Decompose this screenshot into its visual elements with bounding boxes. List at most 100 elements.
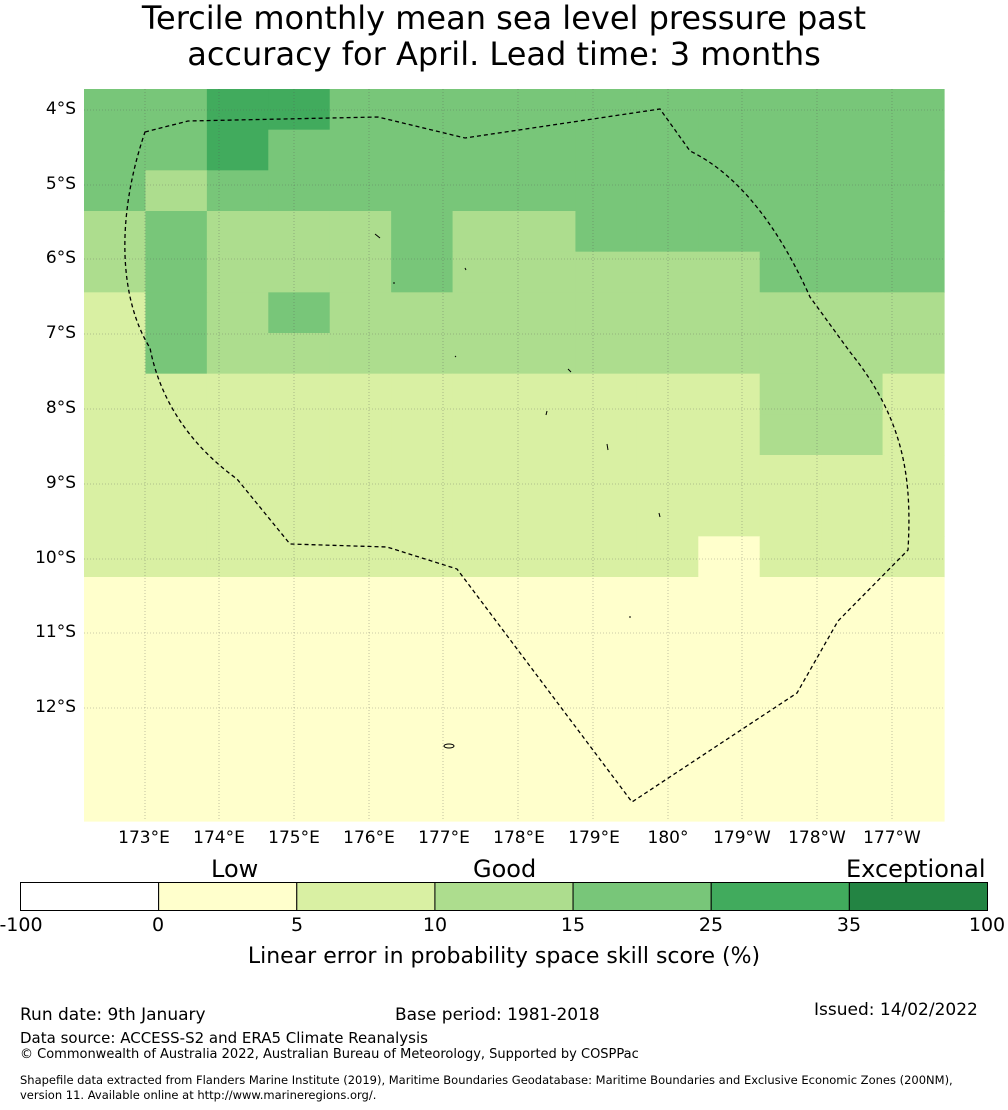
grid-cell xyxy=(452,739,515,781)
grid-cell xyxy=(206,129,269,171)
grid-cell xyxy=(268,251,331,293)
grid-cell xyxy=(145,658,208,700)
grid-cell xyxy=(206,292,269,334)
grid-cell xyxy=(84,739,147,781)
grid-cell xyxy=(268,211,331,253)
grid-cell xyxy=(452,495,515,537)
grid-cell xyxy=(575,292,638,334)
grid-cell xyxy=(514,780,577,822)
grid-cell xyxy=(452,129,515,171)
grid-cell xyxy=(268,577,331,619)
colorbar-tick: 5 xyxy=(290,914,304,936)
grid-cell xyxy=(514,170,577,212)
grid-cell xyxy=(452,577,515,619)
category-exceptional: Exceptional xyxy=(846,855,986,883)
lat-tick-label: 8°S xyxy=(45,398,76,418)
lat-tick-label: 5°S xyxy=(45,174,76,194)
grid-cell xyxy=(329,495,392,537)
grid-cell xyxy=(452,536,515,578)
grid-cell xyxy=(206,617,269,659)
grid-cell xyxy=(759,170,822,212)
grid-cell xyxy=(698,89,761,131)
grid-cell xyxy=(145,780,208,822)
grid-cell xyxy=(329,414,392,456)
grid-cell xyxy=(821,577,884,619)
colorbar-tick: 35 xyxy=(836,914,862,936)
grid-cell xyxy=(514,699,577,741)
colorbar-segment xyxy=(296,882,436,911)
grid-cell xyxy=(452,780,515,822)
grid-cell xyxy=(698,780,761,822)
grid-cell xyxy=(329,536,392,578)
grid-cell xyxy=(84,292,147,334)
lon-tick-label: 179°W xyxy=(713,828,771,848)
colorbar-frame xyxy=(20,882,988,911)
grid-cell xyxy=(268,617,331,659)
grid-cell xyxy=(84,89,147,131)
grid-cell xyxy=(698,617,761,659)
grid-cell xyxy=(759,577,822,619)
grid-cell xyxy=(452,658,515,700)
grid-cell xyxy=(882,251,945,293)
colorbar-tick: 25 xyxy=(698,914,724,936)
grid-cell xyxy=(84,211,147,253)
grid-cell xyxy=(329,658,392,700)
grid-cell xyxy=(698,373,761,415)
grid-cell xyxy=(84,170,147,212)
grid-cell xyxy=(821,211,884,253)
grid-cell xyxy=(575,617,638,659)
grid-cell xyxy=(145,89,208,131)
grid-cell xyxy=(575,333,638,375)
lon-tick-label: 175°E xyxy=(268,828,320,848)
grid-cell xyxy=(329,455,392,497)
grid-cell xyxy=(514,129,577,171)
grid-cell xyxy=(84,577,147,619)
grid-cell xyxy=(575,658,638,700)
grid-cell xyxy=(698,658,761,700)
grid-cell xyxy=(206,495,269,537)
grid-cell xyxy=(575,414,638,456)
grid-cell xyxy=(391,170,454,212)
grid-cell xyxy=(698,333,761,375)
lat-tick-label: 7°S xyxy=(45,323,76,343)
grid-cell xyxy=(575,89,638,131)
grid-cell xyxy=(329,780,392,822)
lon-tick-label: 177°W xyxy=(863,828,921,848)
grid-cell xyxy=(84,333,147,375)
grid-cell xyxy=(636,170,699,212)
grid-cell xyxy=(329,577,392,619)
grid-cell xyxy=(821,129,884,171)
grid-cell xyxy=(821,89,884,131)
grid-cell xyxy=(514,373,577,415)
grid-cell xyxy=(145,129,208,171)
colorbar-segment xyxy=(572,882,712,911)
grid-cell xyxy=(759,373,822,415)
grid-cell xyxy=(821,251,884,293)
grid-cell xyxy=(759,292,822,334)
grid-cell xyxy=(575,211,638,253)
grid-cell xyxy=(575,455,638,497)
grid-cell xyxy=(759,658,822,700)
grid-cell xyxy=(821,658,884,700)
eez-boundary xyxy=(124,108,910,803)
grid-cell xyxy=(206,536,269,578)
issued-date: Issued: 14/02/2022 xyxy=(814,1000,978,1020)
grid-cell xyxy=(452,414,515,456)
grid-cell xyxy=(882,739,945,781)
grid-cell xyxy=(514,739,577,781)
lon-tick-label: 180° xyxy=(647,828,689,848)
grid-cell xyxy=(329,373,392,415)
grid-cell xyxy=(268,739,331,781)
title-line-2: accuracy for April. Lead time: 3 months xyxy=(187,35,821,73)
grid-cell xyxy=(145,699,208,741)
grid-cell xyxy=(145,292,208,334)
grid-cell xyxy=(145,333,208,375)
grid-cell xyxy=(452,89,515,131)
grid-cell xyxy=(452,699,515,741)
island xyxy=(567,368,572,373)
grid-cell xyxy=(514,333,577,375)
grid-cell xyxy=(329,89,392,131)
grid-cell xyxy=(452,455,515,497)
grid-cell xyxy=(575,373,638,415)
grid-cell xyxy=(268,373,331,415)
